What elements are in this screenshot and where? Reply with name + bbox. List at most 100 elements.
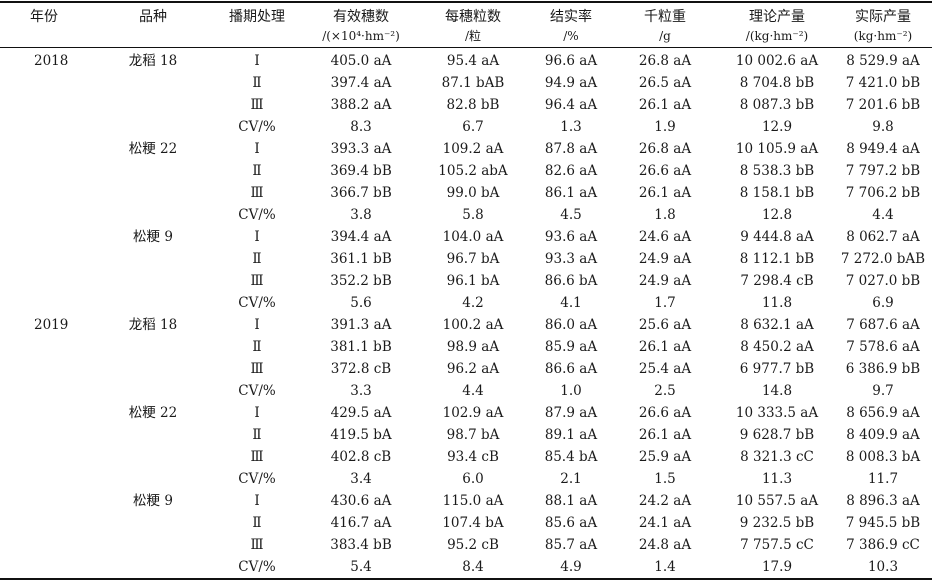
theoretical-yield-cell: 10 002.6 aA (735, 53, 819, 69)
treatment-cell: Ⅱ (252, 427, 262, 443)
seed-setting-cell: 85.9 aA (544, 339, 598, 355)
table-row: Ⅱ 416.7 aA 107.4 bA 85.6 aA 24.1 aA 9 232.5 b… (0, 512, 932, 534)
header-treatment: 播期处理 (229, 9, 285, 25)
seed-setting-cell: 96.4 aA (544, 97, 598, 113)
grains-cell: 96.7 bA (446, 251, 500, 267)
table-row: CV/% 3.4 6.0 2.1 1.5 11.3 11.7 (0, 468, 932, 490)
kernel-weight-cell: 1.5 (654, 471, 676, 487)
header-theoretical-yield-name: 理论产量 (749, 9, 805, 25)
table-row: 松粳 22 Ⅰ 429.5 aA 102.9 aA 87.9 aA 26.6 aA 10 3… (0, 402, 932, 424)
table-row: Ⅱ 419.5 bA 98.7 bA 89.1 aA 26.1 aA 9 628.7 bB… (0, 424, 932, 446)
panicles-cell: 5.6 (350, 295, 372, 311)
seed-setting-cell: 85.4 bA (544, 449, 598, 465)
panicles-cell: 372.8 cB (330, 361, 392, 377)
header-actual-yield: 实际产量 (kg·hm⁻²) (837, 7, 929, 45)
table-row: 2019 龙稻 18 Ⅰ 391.3 aA 100.2 aA 86.0 aA 25.6 aA… (0, 314, 932, 336)
header-grains-unit: /粒 (464, 29, 482, 43)
bottom-rule (0, 578, 932, 580)
header-theoretical-yield-unit: /(kg·hm⁻²) (745, 29, 809, 43)
grains-cell: 93.4 cB (447, 449, 499, 465)
panicles-cell: 5.4 (350, 559, 372, 575)
grains-cell: 6.0 (462, 471, 484, 487)
panicles-cell: 352.2 bB (330, 273, 392, 289)
header-seed-setting-name: 结实率 (550, 9, 592, 25)
grains-cell: 95.4 aA (446, 53, 500, 69)
kernel-weight-cell: 1.8 (654, 207, 676, 223)
actual-yield-cell: 6.9 (872, 295, 894, 311)
theoretical-yield-cell: 7 298.4 cB (740, 273, 814, 289)
table-row: CV/% 3.3 4.4 1.0 2.5 14.8 9.7 (0, 380, 932, 402)
kernel-weight-cell: 24.6 aA (638, 229, 692, 245)
theoretical-yield-cell: 8 321.3 cC (740, 449, 814, 465)
panicles-cell: 416.7 aA (330, 515, 392, 531)
panicles-cell: 429.5 aA (330, 405, 392, 421)
actual-yield-cell: 7 421.0 bB (845, 75, 921, 91)
panicles-cell: 388.2 aA (330, 97, 392, 113)
actual-yield-cell: 7 797.2 bB (845, 163, 921, 179)
treatment-cell: CV/% (238, 471, 276, 487)
table-header: 年份 品种 播期处理 有效穗数 /(×10⁴·hm⁻²) 每穗粒数 /粒 结实率… (0, 5, 932, 47)
treatment-cell: CV/% (238, 207, 276, 223)
treatment-cell: Ⅰ (254, 53, 260, 69)
treatment-cell: Ⅱ (252, 75, 262, 91)
actual-yield-cell: 7 201.6 bB (845, 97, 921, 113)
seed-setting-cell: 89.1 aA (544, 427, 598, 443)
panicles-cell: 381.1 bB (330, 339, 392, 355)
panicles-cell: 419.5 bA (330, 427, 392, 443)
panicles-cell: 383.4 bB (330, 537, 392, 553)
kernel-weight-cell: 25.9 aA (638, 449, 692, 465)
treatment-cell: Ⅲ (250, 537, 264, 553)
treatment-cell: Ⅱ (252, 251, 262, 267)
actual-yield-cell: 9.7 (872, 383, 894, 399)
header-kernel-weight: 千粒重 /g (620, 7, 710, 45)
treatment-cell: CV/% (238, 383, 276, 399)
kernel-weight-cell: 24.8 aA (638, 537, 692, 553)
table-row: Ⅲ 388.2 aA 82.8 bB 96.4 aA 26.1 aA 8 087.3 bB… (0, 94, 932, 116)
panicles-cell: 3.4 (350, 471, 372, 487)
header-kernel-weight-name: 千粒重 (644, 9, 686, 25)
treatment-cell: Ⅱ (252, 339, 262, 355)
kernel-weight-cell: 1.7 (654, 295, 676, 311)
grains-cell: 4.2 (462, 295, 484, 311)
seed-setting-cell: 86.6 aA (544, 361, 598, 377)
table-row: Ⅲ 383.4 bB 95.2 cB 85.7 aA 24.8 aA 7 757.5 cC… (0, 534, 932, 556)
treatment-cell: Ⅰ (254, 317, 260, 333)
theoretical-yield-cell: 8 450.2 aA (740, 339, 814, 355)
table-row: Ⅲ 366.7 bB 99.0 bA 86.1 aA 26.1 aA 8 158.1 bB… (0, 182, 932, 204)
panicles-cell: 402.8 cB (330, 449, 392, 465)
treatment-cell: Ⅱ (252, 163, 262, 179)
panicles-cell: 430.6 aA (330, 493, 392, 509)
variety-cell: 龙稻 18 (128, 317, 178, 333)
year-cell: 2019 (34, 317, 69, 333)
header-panicles-name: 有效穗数 (333, 9, 389, 25)
grains-cell: 5.8 (462, 207, 484, 223)
top-rule (0, 1, 932, 3)
grains-cell: 96.2 aA (446, 361, 500, 377)
theoretical-yield-cell: 9 628.7 bB (739, 427, 815, 443)
actual-yield-cell: 8 008.3 bA (845, 449, 921, 465)
kernel-weight-cell: 26.1 aA (638, 97, 692, 113)
theoretical-yield-cell: 9 444.8 aA (740, 229, 814, 245)
variety-cell: 松粳 22 (128, 405, 178, 421)
table-row: Ⅱ 361.1 bB 96.7 bA 93.3 aA 24.9 aA 8 112.1 bB… (0, 248, 932, 270)
theoretical-yield-cell: 8 704.8 bB (739, 75, 815, 91)
header-seed-setting-unit: /% (563, 29, 579, 43)
panicles-cell: 3.3 (350, 383, 372, 399)
theoretical-yield-cell: 10 105.9 aA (735, 141, 819, 157)
grains-cell: 6.7 (462, 119, 484, 135)
grains-cell: 115.0 aA (442, 493, 504, 509)
grains-cell: 99.0 bA (446, 185, 500, 201)
theoretical-yield-cell: 8 632.1 aA (740, 317, 814, 333)
table-row: 2018 龙稻 18 Ⅰ 405.0 aA 95.4 aA 96.6 aA 26.8 aA 1… (0, 50, 932, 72)
table-row: CV/% 8.3 6.7 1.3 1.9 12.9 9.8 (0, 116, 932, 138)
kernel-weight-cell: 26.5 aA (638, 75, 692, 91)
theoretical-yield-cell: 8 538.3 bB (739, 163, 815, 179)
kernel-weight-cell: 26.1 aA (638, 427, 692, 443)
grains-cell: 107.4 bA (442, 515, 504, 531)
header-actual-yield-name: 实际产量 (855, 9, 911, 25)
grains-cell: 98.9 aA (446, 339, 500, 355)
theoretical-yield-cell: 8 158.1 bB (739, 185, 815, 201)
actual-yield-cell: 4.4 (872, 207, 894, 223)
grains-cell: 4.4 (462, 383, 484, 399)
header-seed-setting: 结实率 /% (528, 7, 614, 45)
